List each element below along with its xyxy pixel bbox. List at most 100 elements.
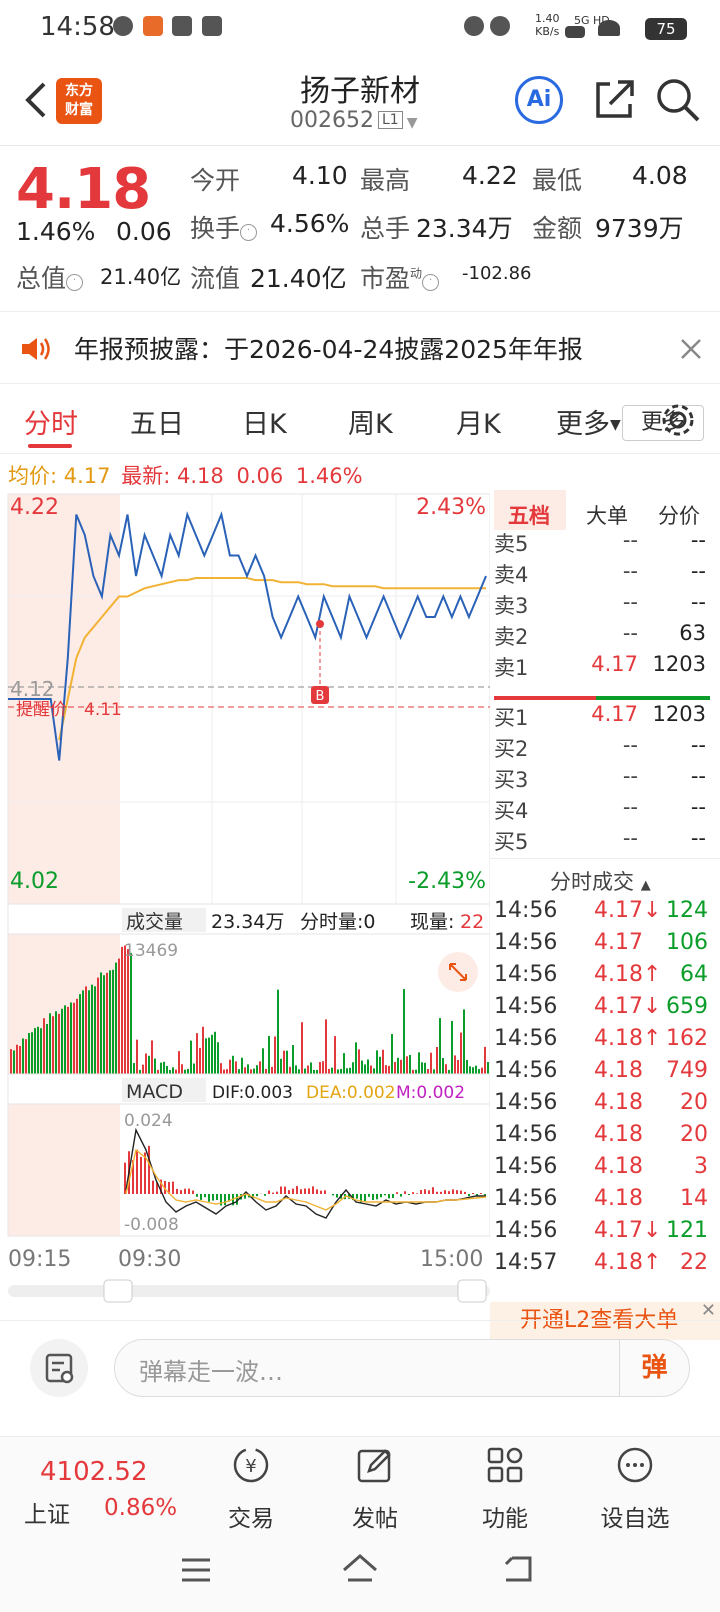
- trades-title[interactable]: 分时成交 ▲: [550, 866, 651, 896]
- orderbook-row[interactable]: 卖2 -- 63: [490, 621, 720, 651]
- chart-scrollbar[interactable]: [8, 1285, 490, 1297]
- orderbook-row[interactable]: 卖4 -- --: [490, 559, 720, 589]
- tab-price-dist[interactable]: 分价: [658, 504, 700, 528]
- trade-volume: 106: [666, 930, 708, 955]
- scroll-handle-right[interactable]: [457, 1279, 487, 1303]
- tab-monthly-k[interactable]: 月K: [456, 409, 501, 440]
- macd-bar: [196, 1194, 198, 1197]
- close-icon[interactable]: [680, 338, 702, 360]
- volume-bar: [286, 1050, 288, 1074]
- orderbook-row[interactable]: 买5 -- --: [490, 826, 720, 856]
- volume-bar: [187, 1068, 189, 1074]
- volume-bar: [196, 1033, 198, 1074]
- orderbook-row[interactable]: 买4 -- --: [490, 795, 720, 825]
- tab-five-level[interactable]: 五档: [508, 504, 550, 528]
- mcap-value: 21.40亿: [100, 265, 182, 289]
- comment-settings-button[interactable]: [30, 1339, 88, 1397]
- close-icon[interactable]: ✕: [700, 1300, 716, 1321]
- level-volume: --: [690, 826, 706, 850]
- stock-code-row[interactable]: 002652 L1 ▼: [290, 108, 417, 133]
- macd-bar: [476, 1194, 478, 1197]
- amount-value: 9739万: [595, 214, 684, 243]
- caret-down-icon: ▼: [610, 417, 621, 433]
- trade-price: 4.18↑: [594, 1250, 662, 1275]
- tab-intraday[interactable]: 分时: [24, 409, 78, 440]
- settings-icon[interactable]: [660, 402, 696, 438]
- volume-bar: [457, 1060, 459, 1074]
- volume-bar: [160, 1062, 162, 1074]
- info-icon: ·: [422, 274, 440, 291]
- ai-button[interactable]: Ai: [515, 76, 563, 124]
- trade-label: 交易: [228, 1506, 274, 1532]
- home-icon[interactable]: [340, 1552, 380, 1586]
- post-button[interactable]: 发帖: [330, 1445, 420, 1533]
- turnover-label[interactable]: 换手 ·: [190, 209, 258, 245]
- back-icon[interactable]: [22, 80, 52, 120]
- orderbook-row[interactable]: 买1 4.17 1203: [490, 702, 720, 732]
- volume-bar: [481, 1067, 483, 1074]
- intraday-chart[interactable]: B 4.22 4.12 4.02 2.43% -2.43% 提醒价 4.11 成…: [0, 490, 491, 1310]
- avg-price-line: [58, 577, 486, 741]
- volume-bar: [70, 1002, 72, 1074]
- orderbook-row[interactable]: 买3 -- --: [490, 764, 720, 794]
- vivo-icon: [202, 16, 222, 36]
- volume-bar: [424, 1062, 426, 1074]
- menu-icon[interactable]: [180, 1556, 212, 1584]
- notice-banner[interactable]: 年报预披露：于2026-04-24披露2025年年报: [0, 312, 720, 384]
- volume-bar: [487, 1062, 489, 1074]
- search-icon[interactable]: [654, 76, 702, 124]
- macd-bar: [436, 1191, 438, 1194]
- volume-bar: [307, 1065, 309, 1074]
- volume-bar: [37, 1026, 39, 1074]
- watchlist-button[interactable]: 设自选: [590, 1445, 680, 1533]
- volume-bar: [22, 1038, 24, 1074]
- danmaku-send-button[interactable]: 弹: [619, 1340, 689, 1396]
- level-label: 卖1: [494, 656, 529, 680]
- volume-bar: [418, 1052, 420, 1074]
- orderbook-row[interactable]: 卖5 -- --: [490, 528, 720, 558]
- trade-button[interactable]: ¥ 交易: [206, 1445, 296, 1533]
- tab-daily-k[interactable]: 日K: [242, 409, 287, 440]
- orderbook-row[interactable]: 买2 -- --: [490, 733, 720, 763]
- volume-bar: [316, 1069, 318, 1074]
- tab-weekly-k[interactable]: 周K: [348, 409, 393, 440]
- macd-bar: [152, 1180, 154, 1194]
- back-nav-icon[interactable]: [500, 1554, 536, 1584]
- volume-bar: [136, 1039, 138, 1074]
- function-button[interactable]: 功能: [460, 1445, 550, 1533]
- macd-dif: DIF:0.003: [212, 1083, 293, 1103]
- tab-more[interactable]: 更多▼: [556, 402, 621, 441]
- volume-bar: [169, 1069, 171, 1074]
- change-amount: 0.06: [116, 217, 172, 246]
- macd-selector[interactable]: [122, 1078, 206, 1102]
- orderbook-panel: 五档 大单 分价 卖5 -- -- 卖4 -- -- 卖3 -- -- 卖2 -- 63 卖1 4.17 1…: [490, 490, 720, 1340]
- share-icon[interactable]: [590, 76, 638, 124]
- volume-bar: [85, 986, 87, 1074]
- macd-top: 0.024: [124, 1111, 173, 1131]
- tab-large-order[interactable]: 大单: [586, 504, 628, 528]
- buy-marker[interactable]: [311, 686, 329, 704]
- pe-label[interactable]: 市盈动 ·: [360, 259, 440, 295]
- macd-bar: [172, 1181, 174, 1194]
- danmaku-input[interactable]: 弹幕走一波… 弹: [114, 1339, 690, 1397]
- mcap-label[interactable]: 总值 ·: [16, 259, 84, 295]
- net-speed-unit: KB/s: [535, 25, 560, 38]
- macd-bar: [204, 1194, 206, 1198]
- volume-bar: [460, 1032, 462, 1074]
- expand-icon: [449, 963, 467, 981]
- orderbook-row[interactable]: 卖1 4.17 1203: [490, 652, 720, 682]
- volume-bar: [121, 946, 123, 1074]
- scroll-handle-left[interactable]: [103, 1279, 133, 1303]
- macd-bar: [276, 1191, 278, 1194]
- volume-bar: [310, 1062, 312, 1074]
- volume-bar: [124, 945, 126, 1074]
- trade-volume: 64: [680, 962, 708, 987]
- tab-five-day[interactable]: 五日: [130, 409, 184, 440]
- volume-bar: [349, 1067, 351, 1074]
- volume-selector[interactable]: [122, 908, 206, 932]
- volume-bar: [64, 1005, 66, 1074]
- last-value: 4.18: [176, 464, 224, 488]
- volume-bar: [409, 1054, 411, 1074]
- volume-bar: [280, 1058, 282, 1074]
- orderbook-row[interactable]: 卖3 -- --: [490, 590, 720, 620]
